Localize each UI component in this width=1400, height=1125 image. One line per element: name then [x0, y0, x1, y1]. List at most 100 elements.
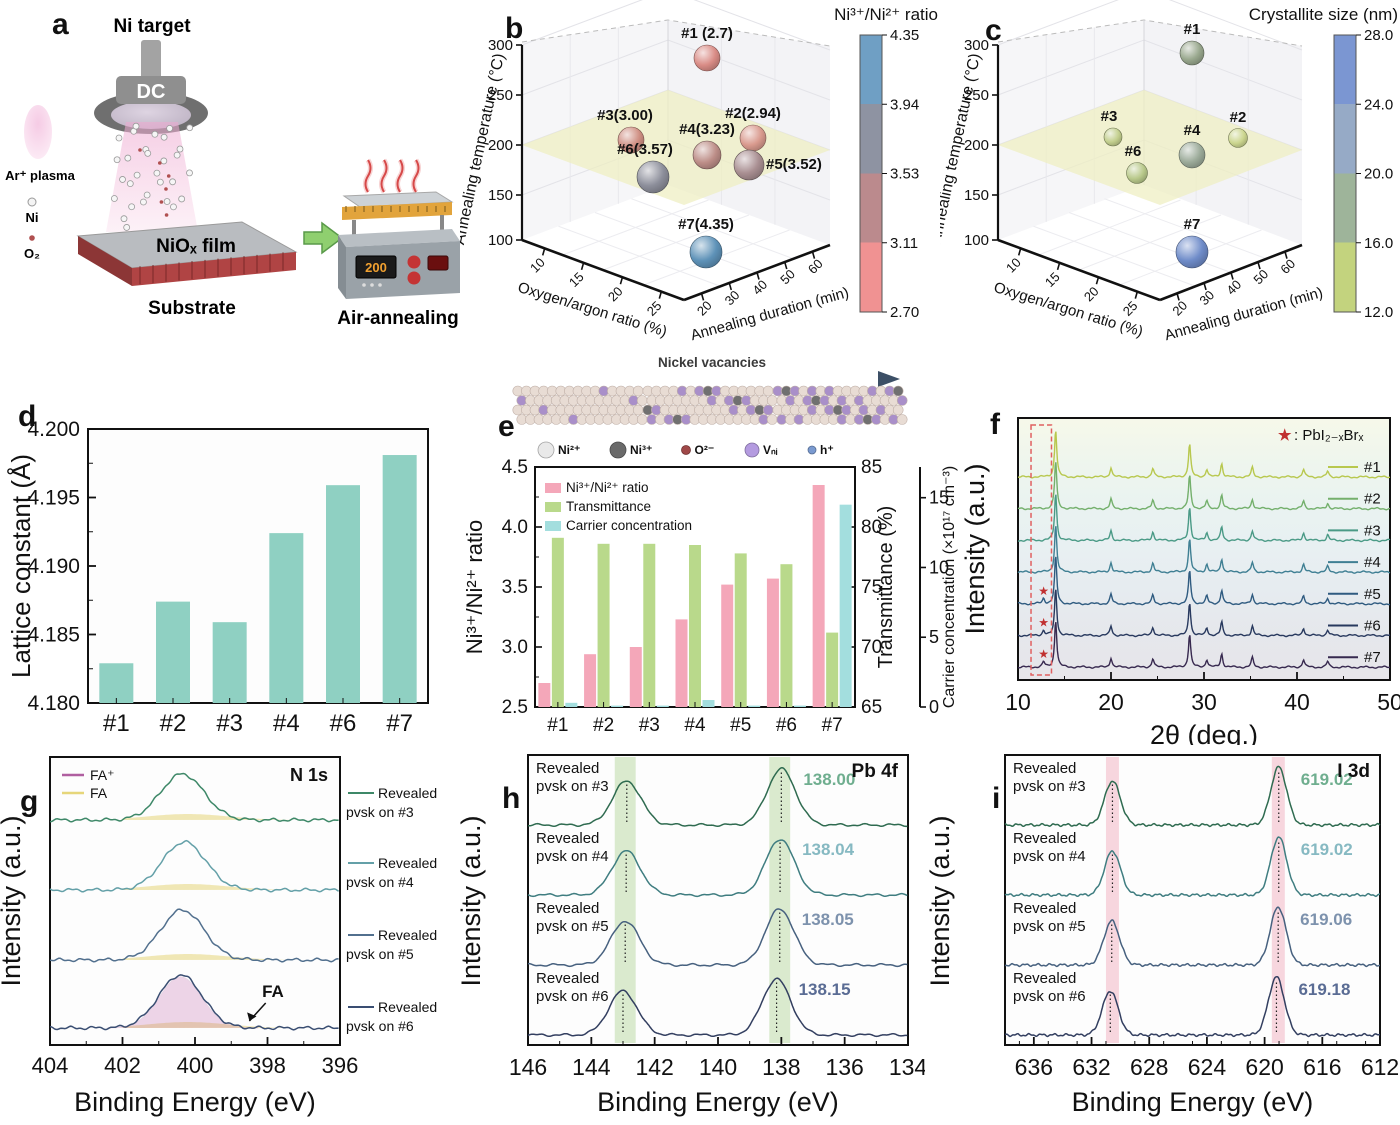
- bar: [565, 702, 578, 707]
- ni-dot: [115, 134, 123, 142]
- trace-legend-label: #1: [1364, 459, 1381, 476]
- corner-label: I 3d: [1337, 761, 1370, 782]
- bar: [839, 504, 852, 707]
- niox-film-label: NiOₓ film: [156, 236, 236, 257]
- display-dot: [378, 283, 382, 287]
- panel-letter-g: g: [20, 785, 39, 818]
- trace-legend-label: #2: [1364, 491, 1381, 508]
- right-tick-label: 65: [861, 697, 882, 718]
- bar: [551, 537, 564, 707]
- peak-value-label: 619.02: [1301, 840, 1353, 859]
- xps-trace: [49, 974, 339, 1031]
- y-axis-label: Annealing duration (min): [689, 284, 851, 344]
- hotplate-leg: [440, 215, 444, 231]
- data-point-label: #6: [1125, 143, 1142, 160]
- arrow-head-icon: [878, 371, 900, 387]
- z-tick-label: 200: [964, 137, 989, 154]
- trace-legend-label: Revealed: [378, 785, 437, 801]
- carrier-tick-label: 10: [929, 557, 949, 577]
- data-point-sphere: [1228, 128, 1248, 148]
- panel-d-barchart: 4.200 4.195 4.190 4.185 4.180 #1 #2 #3 #4 #6 #7 Lat…: [6, 418, 429, 737]
- x-tick-label: 10: [1003, 255, 1024, 276]
- trace-label: Revealed: [536, 760, 599, 777]
- trace-label: Revealed: [1013, 970, 1076, 987]
- y-tick-label: 20: [694, 298, 715, 319]
- xps-trace: [527, 767, 908, 828]
- target-stem: [141, 40, 161, 84]
- trace-legend-label: Revealed: [378, 927, 437, 943]
- y-tick-label: 50: [777, 266, 798, 287]
- plot-box: [1004, 754, 1381, 1046]
- trace-legend-label: #6: [1364, 618, 1381, 635]
- xps-trace: [49, 772, 339, 823]
- temp-200-plane: [998, 90, 1302, 205]
- x-tick-label: 25: [644, 298, 665, 319]
- xps-trace: [527, 908, 908, 968]
- xrd-trace: [1017, 526, 1391, 574]
- z-tick-label: 100: [488, 232, 513, 249]
- bar: [734, 553, 747, 707]
- wall-gridline: [997, 0, 1303, 51]
- z-tick-label: 300: [488, 37, 513, 54]
- y-tick-label: 20: [1169, 298, 1190, 319]
- trace-label2: pvsk on #6: [536, 988, 609, 1005]
- x-tick-label: #1: [547, 715, 568, 736]
- z-tick-label: 200: [488, 137, 513, 154]
- ni-dot: [132, 122, 140, 130]
- data-point-label: #4: [1184, 122, 1201, 139]
- ni-dot: [126, 180, 134, 187]
- xrd-trace: [1017, 462, 1391, 511]
- ni-dot: [186, 169, 193, 177]
- x-tick-label: #7: [386, 710, 413, 737]
- x-axis: [521, 238, 685, 302]
- x-tick-label: 396: [322, 1053, 359, 1078]
- star-legend-icon: ★: [1278, 427, 1292, 444]
- heat-line: [364, 159, 372, 193]
- pbi2-star-marker: ★: [1038, 584, 1049, 598]
- o2-dot: [138, 148, 142, 152]
- ni-dot: [156, 178, 164, 186]
- legend-swatch: [545, 483, 561, 493]
- x-tick-label: #1: [103, 710, 130, 737]
- x-tick-label: 144: [572, 1054, 611, 1080]
- y-tick-label: 4.190: [27, 555, 80, 578]
- x-tick-label: 620: [1245, 1054, 1283, 1080]
- x-tick-label: #7: [822, 715, 843, 736]
- data-point-sphere: [693, 44, 721, 72]
- bar: [156, 601, 190, 703]
- substrate-bricks: [139, 252, 284, 285]
- left-tick-label: 3.5: [502, 577, 528, 598]
- x-tick: [619, 276, 624, 285]
- z-tick-label: 300: [964, 37, 989, 54]
- ni-dot: [124, 154, 132, 162]
- x-tick-label: #5: [730, 715, 751, 736]
- right-axis-label: Transmittance (%): [875, 506, 897, 669]
- panel-a-schematic: Ni target DC NiOₓ film Substrate Ar⁺ pla…: [5, 16, 460, 329]
- pbi2-star-marker: ★: [1038, 616, 1049, 630]
- ni-dot: [110, 195, 118, 202]
- x-tick-label: 400: [177, 1053, 214, 1078]
- colorbar: [1333, 34, 1357, 313]
- ni-atom-icon: [27, 197, 37, 207]
- mini-display: [427, 255, 449, 271]
- data-point-sphere: [617, 126, 645, 154]
- data-point-sphere: [739, 124, 767, 152]
- data-point-label: #2(2.94): [725, 105, 781, 122]
- xps-trace: [527, 977, 908, 1038]
- fa-component-fill: [122, 884, 302, 890]
- y-tick: [1257, 261, 1261, 270]
- data-point-label: #2: [1230, 109, 1247, 126]
- floor-gridline: [562, 199, 709, 256]
- atom-legend-icon: [681, 445, 691, 455]
- data-point-label: #6(3.57): [617, 141, 673, 158]
- fa-arrow-head: [247, 1012, 257, 1021]
- x-tick-label: 136: [825, 1054, 863, 1080]
- panel-letter-h: h: [502, 782, 521, 815]
- ni-dot: [170, 203, 177, 211]
- sputtered-atoms: [110, 122, 194, 231]
- panel-letter-e: e: [498, 410, 515, 443]
- ni-target-label: Ni target: [113, 16, 191, 37]
- ni-dot: [144, 149, 152, 157]
